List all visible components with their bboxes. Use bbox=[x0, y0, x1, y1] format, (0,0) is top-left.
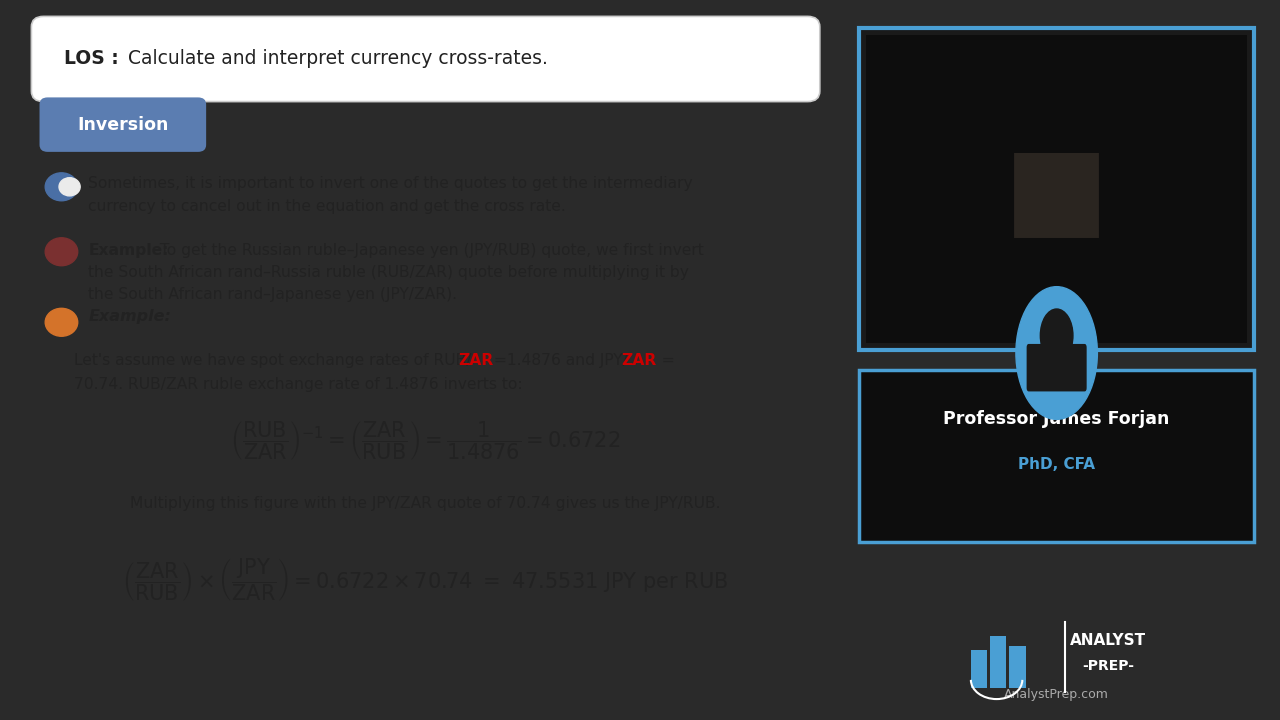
Text: Sometimes, it is important to invert one of the quotes to get the intermediary: Sometimes, it is important to invert one… bbox=[88, 176, 692, 192]
Text: the South African rand–Japanese yen (JPY/ZAR).: the South African rand–Japanese yen (JPY… bbox=[88, 287, 457, 302]
Text: $\left(\dfrac{\mathrm{ZAR}}{\mathrm{RUB}}\right)\times \left(\dfrac{\mathrm{JPY}: $\left(\dfrac{\mathrm{ZAR}}{\mathrm{RUB}… bbox=[123, 557, 728, 603]
Text: ZAR: ZAR bbox=[458, 353, 493, 368]
FancyBboxPatch shape bbox=[1027, 344, 1087, 392]
Text: Multiplying this figure with the JPY/ZAR quote of 70.74 gives us the JPY/RUB.: Multiplying this figure with the JPY/ZAR… bbox=[131, 495, 721, 510]
Text: To get the Russian ruble–Japanese yen (JPY/RUB) quote, we first invert: To get the Russian ruble–Japanese yen (J… bbox=[155, 243, 704, 258]
Text: AnalystPrep.com: AnalystPrep.com bbox=[1005, 688, 1108, 701]
FancyBboxPatch shape bbox=[32, 17, 819, 102]
Bar bbox=[1010, 647, 1025, 688]
Circle shape bbox=[1041, 309, 1073, 362]
Text: ■: ■ bbox=[1004, 139, 1110, 246]
Circle shape bbox=[45, 173, 78, 201]
FancyBboxPatch shape bbox=[859, 28, 1254, 349]
Text: ANALYST: ANALYST bbox=[1070, 634, 1146, 648]
Text: $\left(\dfrac{\mathrm{RUB}}{\mathrm{ZAR}}\right)^{-1} = \left(\dfrac{\mathrm{ZAR: $\left(\dfrac{\mathrm{RUB}}{\mathrm{ZAR}… bbox=[230, 419, 621, 462]
Text: PhD, CFA: PhD, CFA bbox=[1018, 457, 1096, 472]
Text: -PREP-: -PREP- bbox=[1082, 659, 1134, 673]
FancyBboxPatch shape bbox=[859, 371, 1254, 541]
FancyBboxPatch shape bbox=[865, 35, 1248, 343]
Text: currency to cancel out in the equation and get the cross rate.: currency to cancel out in the equation a… bbox=[88, 199, 566, 215]
Text: ZAR: ZAR bbox=[622, 353, 657, 368]
Text: 70.74. RUB/ZAR ruble exchange rate of 1.4876 inverts to:: 70.74. RUB/ZAR ruble exchange rate of 1.… bbox=[74, 377, 524, 392]
Bar bbox=[991, 636, 1006, 688]
Text: =: = bbox=[653, 353, 675, 368]
FancyBboxPatch shape bbox=[40, 97, 206, 152]
Text: Example:: Example: bbox=[88, 309, 172, 324]
Circle shape bbox=[59, 178, 81, 196]
Text: LOS :: LOS : bbox=[64, 49, 119, 68]
Text: Example:: Example: bbox=[88, 243, 169, 258]
Text: =1.4876 and JPY/: =1.4876 and JPY/ bbox=[489, 353, 628, 368]
Text: the South African rand–Russia ruble (RUB/ZAR) quote before multiplying it by: the South African rand–Russia ruble (RUB… bbox=[88, 265, 689, 280]
Text: Calculate and interpret currency cross-rates.: Calculate and interpret currency cross-r… bbox=[123, 49, 548, 68]
Text: Inversion: Inversion bbox=[78, 116, 169, 134]
Text: Professor James Forjan: Professor James Forjan bbox=[943, 410, 1170, 428]
Circle shape bbox=[45, 308, 78, 336]
Circle shape bbox=[45, 238, 78, 266]
Text: Let's assume we have spot exchange rates of RUB/: Let's assume we have spot exchange rates… bbox=[74, 353, 472, 368]
Bar bbox=[972, 650, 987, 688]
Circle shape bbox=[1016, 287, 1097, 419]
